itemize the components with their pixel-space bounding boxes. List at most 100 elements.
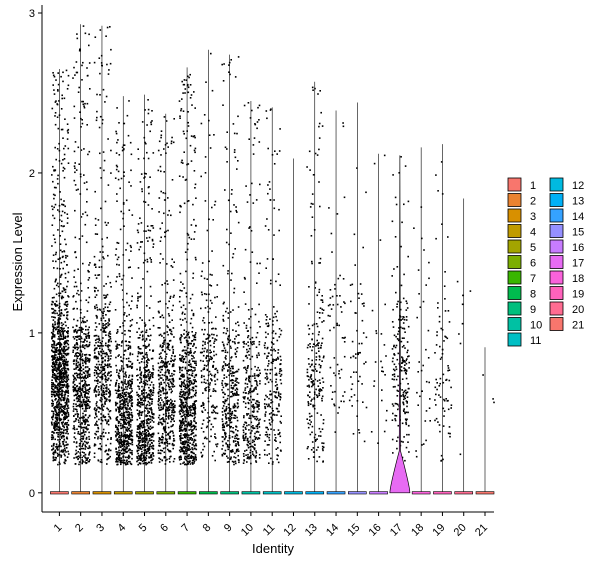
point [183, 422, 185, 425]
point [143, 200, 145, 203]
point [67, 415, 70, 417]
point [161, 435, 164, 438]
point [89, 88, 91, 90]
point [180, 205, 182, 208]
point [189, 384, 191, 386]
point [131, 404, 133, 406]
point [109, 449, 112, 452]
point [103, 393, 106, 396]
point [105, 224, 108, 226]
point [166, 441, 169, 443]
point [225, 376, 228, 378]
point [98, 337, 100, 340]
point [123, 433, 126, 436]
point [118, 354, 120, 356]
point [78, 396, 81, 398]
point [61, 451, 64, 453]
point [144, 441, 147, 444]
point [65, 243, 67, 246]
point [97, 368, 99, 371]
point [141, 352, 144, 354]
point [170, 416, 172, 419]
point [109, 301, 112, 303]
point [61, 386, 64, 388]
point [67, 360, 69, 363]
point [237, 160, 239, 162]
point [97, 426, 99, 429]
point [60, 398, 62, 401]
point [167, 360, 169, 363]
point [103, 310, 105, 313]
point [120, 380, 123, 383]
point [63, 360, 65, 362]
point [52, 308, 54, 310]
point [170, 360, 173, 363]
point [52, 413, 55, 415]
point [195, 224, 197, 227]
point [149, 257, 151, 259]
point [123, 446, 126, 448]
point [83, 174, 85, 176]
point [184, 251, 187, 253]
point [131, 429, 133, 432]
point [122, 306, 125, 308]
point [51, 345, 53, 348]
point [192, 441, 195, 444]
point [108, 399, 110, 401]
point [73, 441, 75, 443]
point [73, 276, 75, 278]
point [183, 452, 186, 455]
point [118, 275, 121, 278]
point [235, 206, 237, 208]
point [53, 363, 56, 366]
point [81, 373, 83, 376]
point [157, 400, 160, 403]
point [200, 370, 203, 372]
point [129, 353, 131, 356]
point [87, 416, 90, 419]
point [147, 204, 150, 206]
point [107, 377, 110, 380]
point [98, 407, 101, 409]
point [117, 355, 119, 357]
point [222, 349, 224, 352]
point [57, 364, 60, 367]
point [185, 349, 187, 352]
point [192, 458, 195, 460]
point [191, 372, 194, 375]
point [66, 305, 68, 307]
point [168, 369, 170, 372]
point [93, 452, 96, 455]
point [63, 369, 66, 371]
point [162, 390, 164, 392]
point [67, 453, 70, 455]
point [73, 376, 75, 378]
point [194, 385, 197, 387]
point [195, 456, 197, 459]
point [124, 381, 126, 383]
point [167, 434, 170, 436]
point [115, 130, 117, 133]
point [88, 337, 90, 339]
point [166, 438, 168, 441]
point [147, 240, 149, 242]
point [65, 360, 67, 362]
point [67, 395, 69, 397]
point [151, 372, 153, 374]
point [62, 333, 64, 335]
point [65, 400, 68, 402]
point [103, 384, 106, 387]
point [138, 388, 141, 390]
point [109, 26, 111, 28]
point [121, 341, 123, 344]
point [79, 353, 81, 355]
point [151, 208, 153, 210]
point [107, 366, 109, 369]
point [166, 422, 169, 424]
point [129, 352, 132, 354]
point [168, 458, 171, 460]
point [119, 400, 121, 402]
point [98, 57, 101, 59]
point [192, 395, 194, 398]
point [82, 213, 84, 215]
